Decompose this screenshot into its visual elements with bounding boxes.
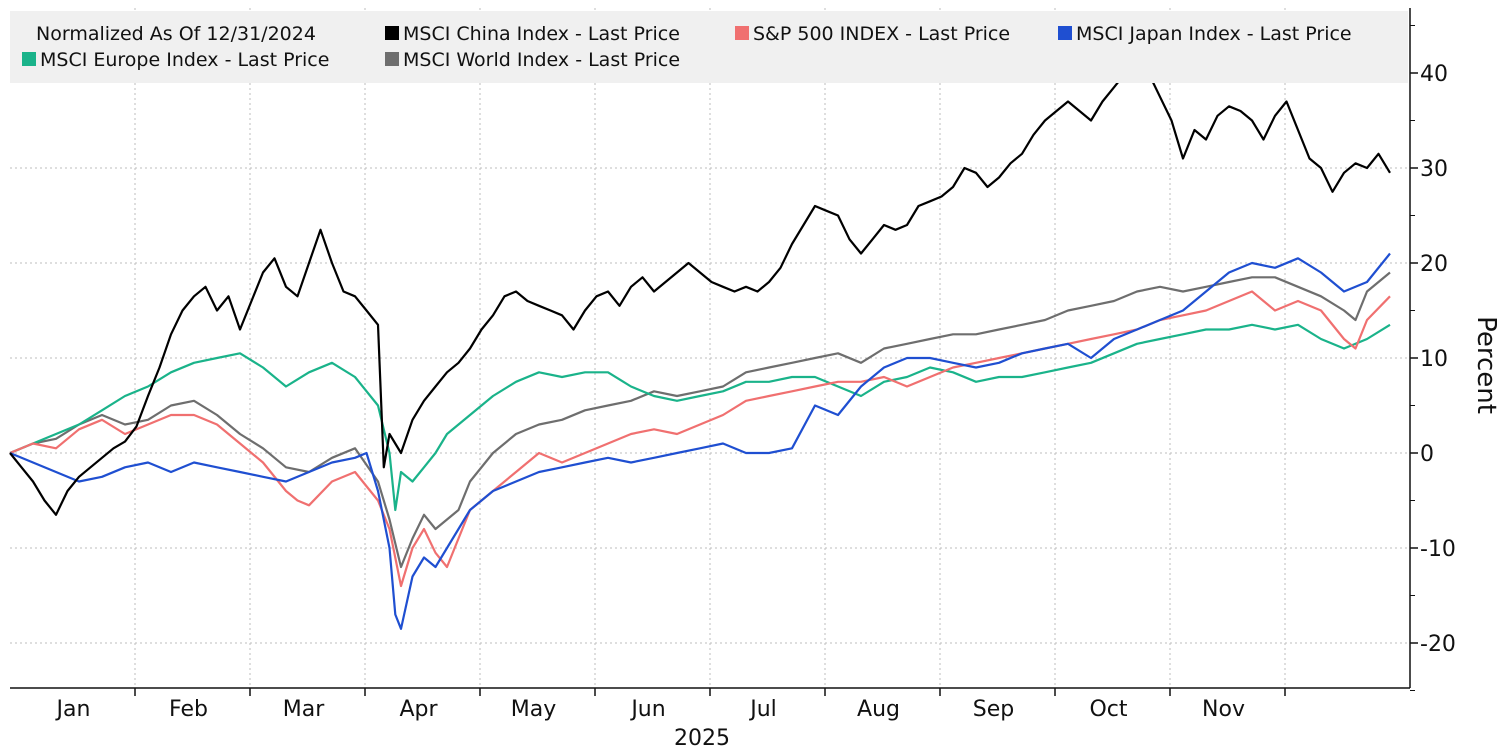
x-tick-label: Apr	[399, 697, 438, 722]
x-tick-label: Sep	[973, 697, 1014, 722]
legend-swatch	[735, 26, 749, 40]
x-tick-label: Nov	[1202, 697, 1245, 722]
legend-label: MSCI China Index - Last Price	[403, 23, 680, 45]
y-tick-label: -20	[1420, 632, 1456, 657]
x-tick-label: Oct	[1089, 697, 1127, 722]
y-tick-label: 40	[1420, 62, 1448, 87]
series-line-2	[9, 252, 1391, 630]
series-line-1	[9, 290, 1391, 588]
legend-swatch	[1058, 26, 1072, 40]
y-tick-label: 30	[1420, 157, 1448, 182]
x-tick-label: Jul	[748, 697, 777, 722]
legend-normalization-note: Normalized As Of 12/31/2024	[36, 23, 316, 45]
axes: 40 30 20 10 0 -10 -20 Jan Feb Mar Apr May Jun Jul Aug S…	[10, 8, 1501, 751]
legend-label: MSCI Europe Index - Last Price	[40, 49, 329, 71]
legend: Normalized As Of 12/31/2024 MSCI China In…	[22, 23, 1352, 71]
legend-background	[10, 11, 1408, 83]
series-line-4	[9, 271, 1391, 569]
x-tick-label: Jun	[629, 697, 665, 722]
x-tick-label: Mar	[283, 697, 325, 722]
legend-label: MSCI World Index - Last Price	[403, 49, 680, 71]
legend-swatch	[385, 26, 399, 40]
x-tick-label: Aug	[857, 697, 900, 722]
y-axis-title: Percent	[1471, 316, 1501, 414]
grid-lines	[10, 8, 1410, 688]
y-tick-label: 20	[1420, 252, 1448, 277]
series-lines	[9, 62, 1391, 630]
legend-label: S&P 500 INDEX - Last Price	[753, 23, 1010, 45]
x-tick-label: Jan	[55, 697, 91, 722]
legend-swatch	[22, 52, 36, 66]
series-line-3	[9, 323, 1391, 512]
y-tick-label: 0	[1420, 442, 1434, 467]
y-tick-label: 10	[1420, 347, 1448, 372]
series-line-0	[9, 62, 1391, 516]
x-year-label: 2025	[674, 726, 730, 751]
x-tick-label: Feb	[169, 697, 208, 722]
y-tick-label: -10	[1420, 537, 1456, 562]
x-tick-label: May	[511, 697, 556, 722]
legend-label: MSCI Japan Index - Last Price	[1076, 23, 1352, 45]
legend-swatch	[385, 52, 399, 66]
